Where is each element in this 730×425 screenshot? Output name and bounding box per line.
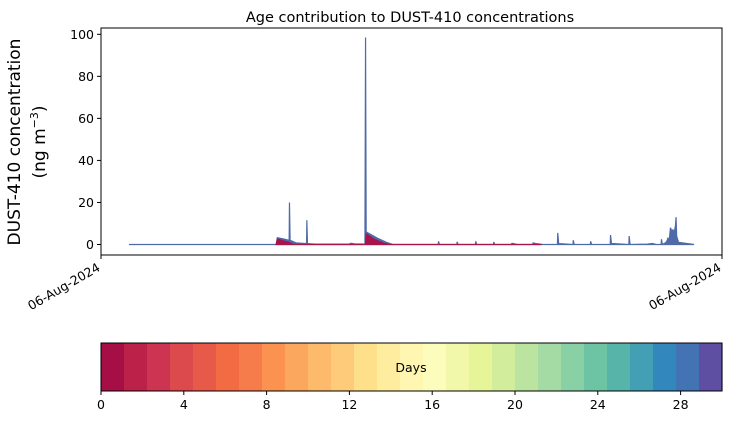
colorbar-swatch: [216, 343, 240, 391]
colorbar-swatch: [607, 343, 631, 391]
colorbar-tick-label: 0: [97, 397, 105, 412]
colorbar-swatch: [170, 343, 194, 391]
colorbar-swatch: [538, 343, 562, 391]
colorbar-swatch: [400, 343, 424, 391]
y-axis-label-line2-suffix: ): [30, 105, 50, 112]
colorbar-swatch: [423, 343, 447, 391]
y-axis: 0 20 40 60 80 100: [70, 27, 101, 252]
y-axis-label-line2-prefix: (ng m: [30, 128, 50, 178]
x-axis: 06-Aug-2024 06-Aug-2024: [25, 255, 724, 313]
area-series-2: [275, 232, 542, 246]
colorbar-tick-label: 28: [673, 397, 689, 412]
area-series-1: [128, 37, 695, 246]
y-axis-label-line1: DUST-410 concentration: [5, 39, 25, 246]
colorbar-swatch: [354, 343, 378, 391]
y-tick-label: 20: [78, 195, 94, 210]
colorbar-tick-label: 12: [341, 397, 357, 412]
colorbar-axis: 0 4 8 12 16 20 24 28: [97, 391, 689, 412]
colorbar-tick-label: 4: [180, 397, 188, 412]
colorbar-frame: [100, 342, 723, 392]
plot-frame: [100, 27, 723, 256]
colorbar-swatch: [308, 343, 332, 391]
colorbar-swatch: [124, 343, 148, 391]
colorbar-swatch: [377, 343, 401, 391]
y-axis-label-line2: (ng m−3): [28, 105, 50, 178]
colorbar-swatch: [101, 343, 125, 391]
colorbar-swatch: [193, 343, 217, 391]
plot-area: [128, 37, 695, 246]
y-tick-label: 60: [78, 111, 94, 126]
colorbar-swatch: [331, 343, 355, 391]
colorbar-swatch: [653, 343, 677, 391]
colorbar: [101, 343, 723, 391]
chart-title: Age contribution to DUST-410 concentrati…: [246, 10, 574, 26]
y-tick-label: 40: [78, 153, 94, 168]
colorbar-tick-label: 20: [507, 397, 523, 412]
colorbar-swatch: [239, 343, 263, 391]
colorbar-swatch: [285, 343, 309, 391]
colorbar-swatch: [584, 343, 608, 391]
y-tick-label: 100: [70, 27, 94, 42]
colorbar-swatch: [262, 343, 286, 391]
colorbar-swatch: [147, 343, 171, 391]
colorbar-swatch: [699, 343, 723, 391]
colorbar-label: Days: [395, 360, 426, 375]
colorbar-tick-label: 16: [424, 397, 440, 412]
x-tick-label: 06-Aug-2024: [646, 260, 724, 313]
colorbar-swatch: [492, 343, 516, 391]
colorbar-tick-label: 8: [263, 397, 271, 412]
colorbar-tick-label: 24: [590, 397, 606, 412]
colorbar-swatch: [446, 343, 470, 391]
y-axis-label-line2-superscript: −3: [28, 112, 41, 128]
y-tick-label: 0: [86, 237, 94, 252]
colorbar-swatch: [515, 343, 539, 391]
y-axis-label: DUST-410 concentration (ng m−3): [5, 39, 50, 246]
x-tick-label: 06-Aug-2024: [25, 260, 103, 313]
y-tick-label: 80: [78, 69, 94, 84]
colorbar-swatch: [630, 343, 654, 391]
colorbar-swatch: [469, 343, 493, 391]
colorbar-swatch: [676, 343, 700, 391]
colorbar-swatch: [561, 343, 585, 391]
